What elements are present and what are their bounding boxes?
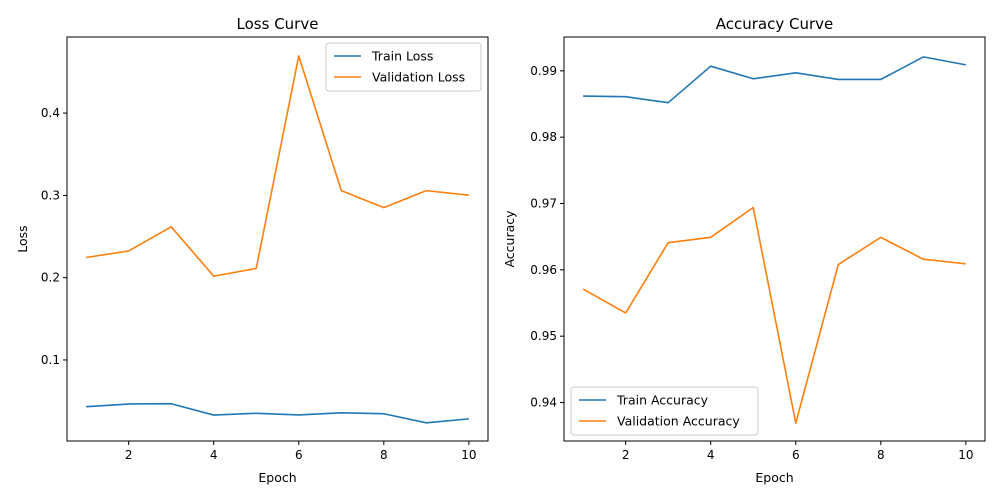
series-line-train-accuracy <box>583 56 967 104</box>
y-tick-label: 0.96 <box>530 263 557 277</box>
chart-panel-1: 2 4 6 8 10 0.1 0.2 0.3 0.4 Loss Curve Epoch Loss Tra… <box>15 15 489 485</box>
y-tick-label: 0.4 <box>41 106 60 120</box>
x-tick-label: 4 <box>210 448 218 462</box>
y-axis-label: Loss <box>15 225 30 252</box>
x-tick-label: 8 <box>877 448 885 462</box>
legend-box <box>570 386 759 436</box>
legend-box <box>325 42 482 92</box>
x-tick-label: 2 <box>125 448 133 462</box>
x-axis-label: Epoch <box>755 470 793 485</box>
legend: Train Accuracy Validation Accuracy <box>570 386 759 436</box>
legend-label: Validation Accuracy <box>617 414 740 429</box>
y-tick-label: 0.98 <box>530 130 557 144</box>
y-tick-label: 0.94 <box>530 396 557 410</box>
legend-label: Train Loss <box>371 49 433 64</box>
y-tick-label: 0.3 <box>41 188 60 202</box>
series-line-validation-loss <box>86 55 469 277</box>
y-tick-label: 0.95 <box>530 329 557 343</box>
x-tick-label: 2 <box>622 448 630 462</box>
y-tick-label: 0.1 <box>41 353 60 367</box>
chart-panel-2: 2 4 6 8 10 0.94 0.95 0.96 0.97 0.98 0.99 Accuracy C… <box>502 15 986 485</box>
plot-frame <box>66 36 489 442</box>
x-tick-label: 6 <box>295 448 303 462</box>
series-line-train-loss <box>86 402 469 424</box>
x-axis-label: Epoch <box>258 470 296 485</box>
chart-title: Accuracy Curve <box>716 15 834 33</box>
chart-title: Loss Curve <box>237 15 319 33</box>
y-tick-label: 0.99 <box>530 64 557 78</box>
x-tick-label: 10 <box>958 448 973 462</box>
plot-frame <box>563 36 986 442</box>
series-line-validation-accuracy <box>582 206 966 424</box>
x-tick-label: 10 <box>461 448 476 462</box>
y-tick-label: 0.2 <box>41 271 60 285</box>
x-tick-label: 8 <box>380 448 388 462</box>
x-tick-label: 4 <box>707 448 715 462</box>
legend-label: Validation Loss <box>372 70 465 85</box>
y-axis-label: Accuracy <box>502 210 517 268</box>
y-tick-label: 0.97 <box>530 197 557 211</box>
legend: Train Loss Validation Loss <box>325 42 482 92</box>
x-tick-label: 6 <box>792 448 800 462</box>
legend-label: Train Accuracy <box>616 393 709 408</box>
